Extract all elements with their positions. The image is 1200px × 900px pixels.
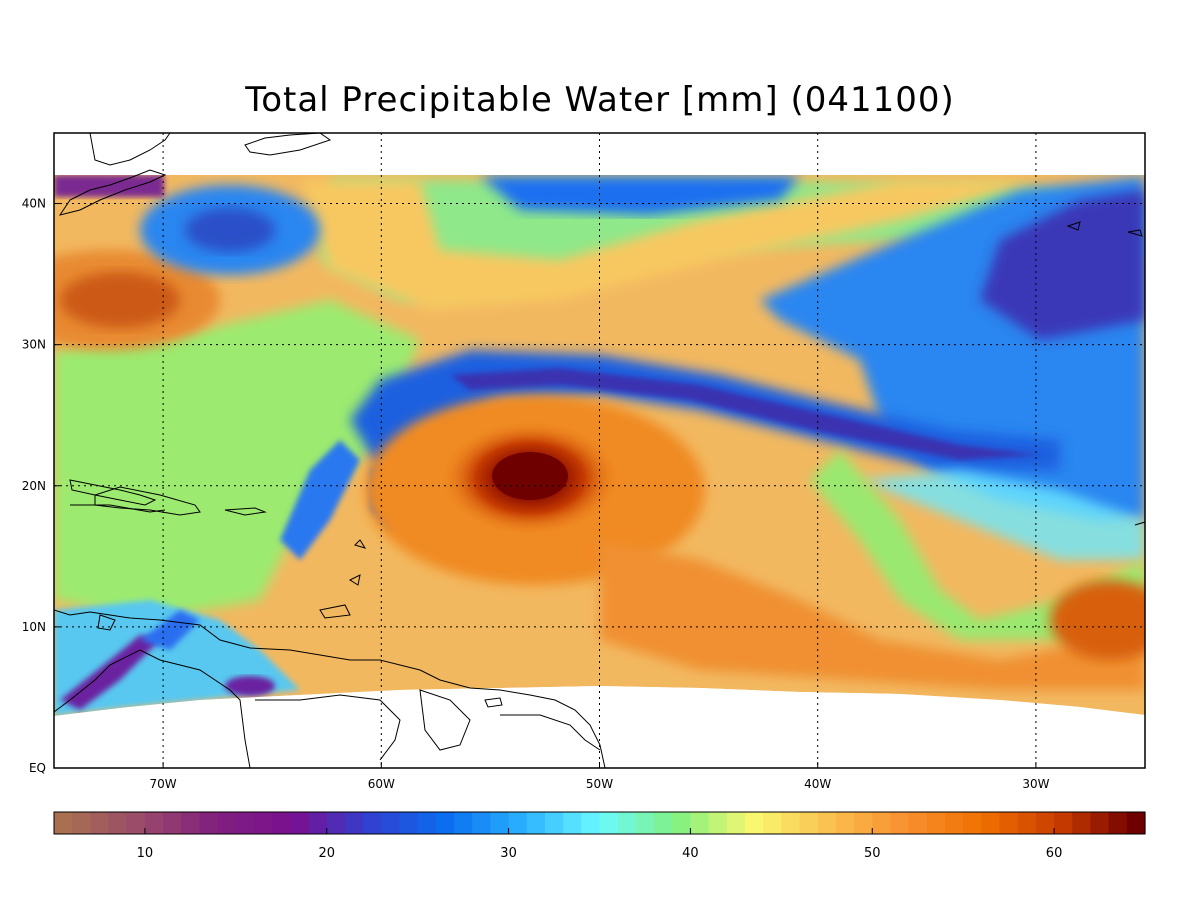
tpw-field bbox=[54, 133, 1145, 768]
lat-tick-labels: EQ 10N 20N 30N 40N bbox=[22, 197, 46, 775]
colorbar-label: 30 bbox=[500, 846, 517, 861]
colorbar-swatch bbox=[999, 812, 1019, 834]
lon-label: 50W bbox=[586, 777, 613, 791]
lon-label: 30W bbox=[1022, 777, 1049, 791]
field-dry-band-core bbox=[450, 368, 1040, 460]
colorbar-swatch bbox=[981, 812, 1001, 834]
graticule bbox=[54, 133, 1145, 769]
colorbar-swatch bbox=[781, 812, 801, 834]
colorbar-swatch bbox=[108, 812, 128, 834]
colorbar-swatch bbox=[563, 812, 582, 834]
colorbar-swatch bbox=[417, 812, 437, 834]
lat-label: 10N bbox=[22, 620, 46, 634]
colorbar-swatch bbox=[654, 812, 673, 834]
colorbar-swatch bbox=[90, 812, 110, 834]
colorbar-swatch bbox=[344, 812, 364, 834]
lon-label: 40W bbox=[804, 777, 831, 791]
lat-label: 40N bbox=[22, 197, 46, 211]
lon-label: 70W bbox=[150, 777, 177, 791]
colorbar-swatch bbox=[963, 812, 982, 834]
colorbar-swatch bbox=[617, 812, 637, 834]
colorbar-swatch bbox=[926, 812, 946, 834]
colorbar-swatch bbox=[1017, 812, 1037, 834]
colorbar-swatch bbox=[635, 812, 655, 834]
field-cyan-fringe bbox=[860, 470, 1145, 560]
field-green-west bbox=[54, 300, 420, 620]
colorbar-swatch bbox=[508, 812, 528, 834]
colorbar-swatch bbox=[1072, 812, 1092, 834]
lon-tick-labels: 70W 60W 50W 40W 30W bbox=[150, 777, 1050, 791]
colorbar-swatch bbox=[944, 812, 964, 834]
colorbar-swatch bbox=[1090, 812, 1110, 834]
colorbar-swatch bbox=[381, 812, 401, 834]
colorbar-swatch bbox=[854, 812, 873, 834]
colorbar-swatch bbox=[272, 812, 291, 834]
field-blue-north-strip bbox=[480, 176, 800, 215]
coastlines bbox=[54, 133, 1145, 768]
colorbar-swatch bbox=[1035, 812, 1055, 834]
colorbar-swatch bbox=[581, 812, 601, 834]
colorbar-swatch bbox=[1054, 812, 1073, 834]
colorbar-swatch bbox=[126, 812, 146, 834]
colorbar-swatch bbox=[672, 812, 692, 834]
colorbar-frame bbox=[53, 811, 1146, 835]
colorbar-swatch bbox=[235, 812, 255, 834]
colorbar-swatch bbox=[835, 812, 855, 834]
colorbar-swatch bbox=[217, 812, 237, 834]
colorbar-swatch bbox=[290, 812, 310, 834]
colorbar-swatch bbox=[399, 812, 419, 834]
field-blue-streaks bbox=[280, 440, 360, 560]
colorbar-swatch bbox=[763, 812, 782, 834]
lat-label: 20N bbox=[22, 479, 46, 493]
colorbar-swatch bbox=[526, 812, 546, 834]
colorbar-swatch bbox=[872, 812, 892, 834]
colorbar-label: 20 bbox=[318, 846, 335, 861]
colorbar-swatch bbox=[435, 812, 455, 834]
colorbar-label: 60 bbox=[1046, 846, 1063, 861]
colorbar-swatch bbox=[254, 812, 273, 834]
lat-label: EQ bbox=[29, 761, 46, 775]
colorbar-swatch bbox=[54, 812, 73, 834]
colorbar-swatch bbox=[199, 812, 219, 834]
colorbar-swatch bbox=[890, 812, 910, 834]
colorbar-swatch bbox=[908, 812, 928, 834]
colorbar-swatch bbox=[690, 812, 710, 834]
colorbar-swatch bbox=[817, 812, 837, 834]
colorbar-swatch bbox=[1126, 812, 1146, 834]
colorbar-swatch bbox=[708, 812, 728, 834]
colorbar-label: 10 bbox=[137, 846, 154, 861]
colorbar-swatch bbox=[726, 812, 746, 834]
colorbar-swatch bbox=[144, 812, 164, 834]
field-orange-se bbox=[600, 540, 1145, 690]
colorbar-label: 50 bbox=[864, 846, 881, 861]
colorbar-swatch bbox=[363, 812, 382, 834]
colorbar-swatch bbox=[599, 812, 619, 834]
colorbar-swatch bbox=[1108, 812, 1128, 834]
colorbar-swatch bbox=[544, 812, 564, 834]
colorbar-swatch bbox=[181, 812, 201, 834]
colorbar-swatch bbox=[454, 812, 473, 834]
colorbar-swatch bbox=[744, 812, 764, 834]
colorbar-swatch bbox=[72, 812, 91, 834]
colorbar-swatch bbox=[472, 812, 491, 834]
colorbar-swatch bbox=[799, 812, 819, 834]
colorbar: 10 20 30 40 50 60 bbox=[53, 811, 1146, 861]
plot-frame bbox=[53, 132, 1146, 769]
map-title: Total Precipitable Water [mm] (041100) bbox=[245, 80, 955, 120]
field-orange-ridge bbox=[300, 180, 1040, 310]
colorbar-swatch bbox=[308, 812, 328, 834]
colorbar-swatch bbox=[490, 812, 510, 834]
lat-label: 30N bbox=[22, 338, 46, 352]
field-dry-east-core bbox=[980, 190, 1145, 340]
lon-label: 60W bbox=[368, 777, 395, 791]
colorbar-swatch bbox=[163, 812, 182, 834]
colorbar-label: 40 bbox=[682, 846, 699, 861]
colorbar-swatch bbox=[326, 812, 346, 834]
